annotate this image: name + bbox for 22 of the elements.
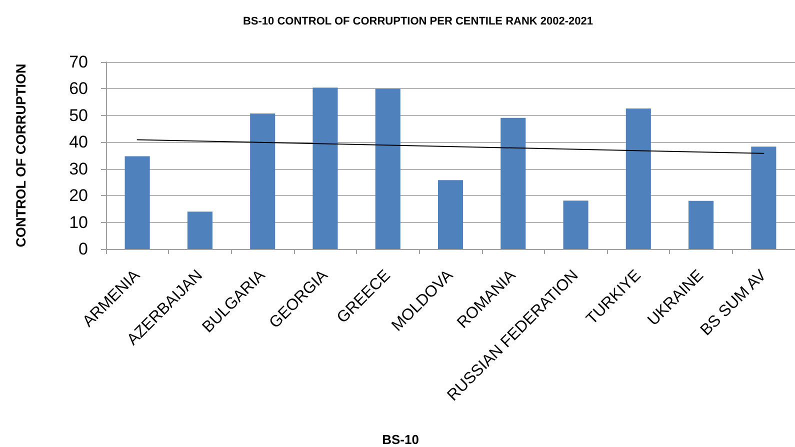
bar xyxy=(500,118,526,249)
bar xyxy=(751,146,776,249)
chart-title: BS-10 CONTROL OF CORRUPTION PER CENTILE RANK 2002-2021 xyxy=(242,16,594,28)
bar xyxy=(250,114,276,249)
bar xyxy=(563,200,588,249)
x-axis-title: BS-10 xyxy=(382,432,419,447)
y-tick-label: 40 xyxy=(69,132,88,152)
bar xyxy=(375,88,400,249)
bar xyxy=(688,200,714,249)
y-tick-label: 20 xyxy=(69,186,88,206)
y-tick-label: 10 xyxy=(69,212,88,232)
bar xyxy=(626,108,651,249)
y-tick-label: 50 xyxy=(69,106,88,125)
y-axis-title: CONTROL OF CORRUPTION xyxy=(14,64,28,248)
bar xyxy=(124,156,150,249)
y-tick-label: 0 xyxy=(78,240,88,258)
y-tick-label: 60 xyxy=(69,79,88,98)
y-tick-label: 30 xyxy=(69,159,88,178)
bar xyxy=(312,88,338,249)
bar xyxy=(438,180,464,249)
y-tick-label: 70 xyxy=(69,52,88,72)
bar xyxy=(187,212,212,249)
